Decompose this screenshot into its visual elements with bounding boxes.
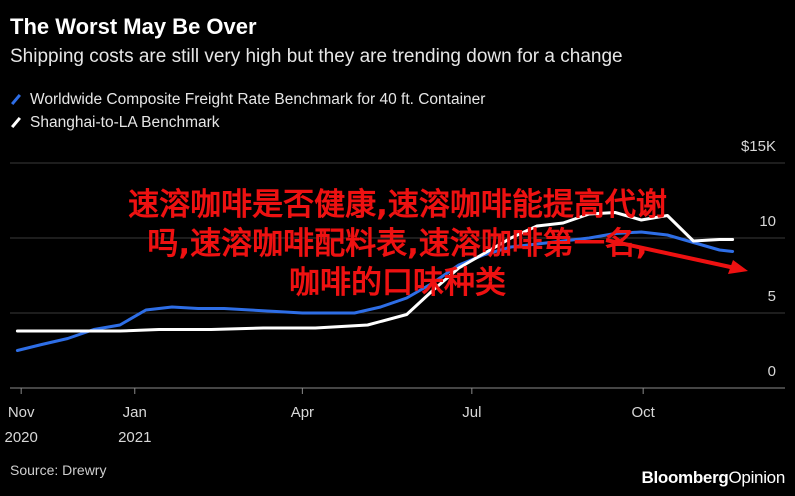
legend-item-shanghai-la: Shanghai-to-LA Benchmark (10, 111, 485, 134)
series-line-shanghai-la (15, 211, 735, 333)
legend: Worldwide Composite Freight Rate Benchma… (10, 88, 485, 134)
x-tick-label-jan: Jan (123, 404, 147, 421)
x-tick-label-oct: Oct (631, 404, 655, 421)
series-line-worldwide (15, 230, 735, 352)
tick-label-layer: $15K 10 5 0 Nov 2020 Jan 2021 Apr Jul Oct (4, 138, 776, 446)
legend-item-worldwide: Worldwide Composite Freight Rate Benchma… (10, 88, 485, 111)
series-layer (15, 211, 735, 352)
x-tick-label-apr: Apr (291, 404, 314, 421)
y-tick-label-5: 5 (768, 288, 776, 305)
source-note: Source: Drewry (10, 462, 107, 478)
x-tick-label-nov: Nov (8, 404, 35, 421)
legend-label-shanghai-la: Shanghai-to-LA Benchmark (30, 113, 220, 131)
x-tick-label-jul: Jul (462, 404, 481, 421)
x-tick-year-2021: 2021 (118, 429, 151, 446)
y-tick-label-10: 10 (759, 213, 776, 230)
y-tick-label-0: 0 (768, 363, 776, 380)
y-tick-label-15: $15K (741, 138, 776, 155)
legend-label-worldwide: Worldwide Composite Freight Rate Benchma… (30, 90, 486, 108)
brand-logo: BloombergOpinion (641, 468, 785, 488)
x-tick-year-2020: 2020 (4, 429, 37, 446)
brand-bold: Bloomberg (641, 468, 729, 487)
overlay-arrow (605, 238, 748, 274)
grid-layer (10, 162, 785, 394)
chart-subtitle: Shipping costs are still very high but t… (10, 46, 623, 67)
brand-light: Opinion (728, 468, 786, 487)
chart-title: The Worst May Be Over (10, 14, 257, 39)
overlay-arrow-line (605, 238, 736, 270)
overlay-arrow-head (728, 260, 748, 274)
